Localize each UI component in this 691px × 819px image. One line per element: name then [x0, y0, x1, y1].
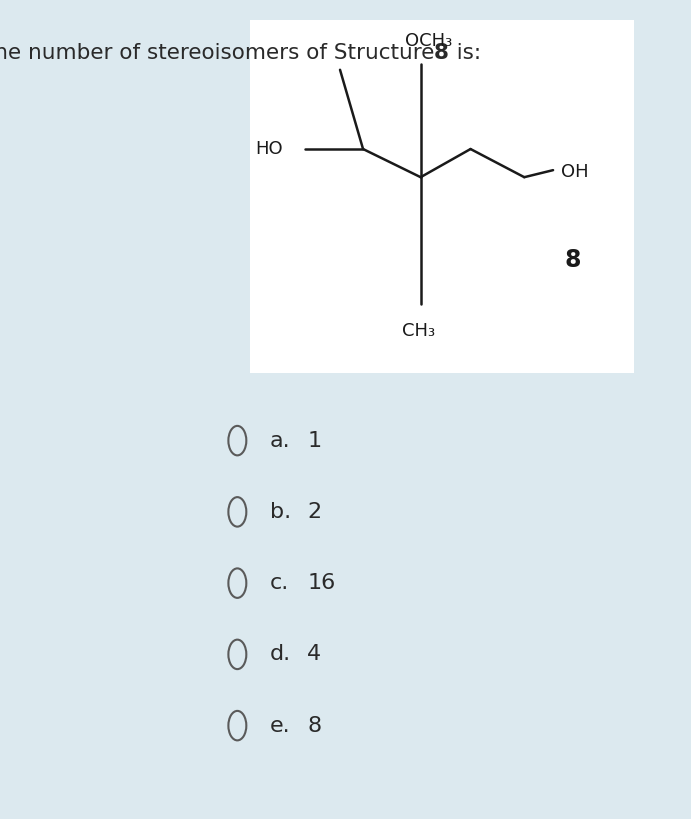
- Text: The number of stereoisomers of Structure: The number of stereoisomers of Structure: [0, 43, 442, 63]
- Text: 2: 2: [307, 502, 321, 522]
- Text: OH: OH: [560, 163, 588, 181]
- Text: CH₃: CH₃: [402, 322, 435, 340]
- Bar: [250, 20, 634, 373]
- Text: c.: c.: [269, 573, 289, 593]
- Text: e.: e.: [269, 716, 290, 735]
- Text: 8: 8: [564, 248, 580, 272]
- Text: 8: 8: [434, 43, 449, 63]
- Text: 8: 8: [307, 716, 321, 735]
- Text: 16: 16: [307, 573, 335, 593]
- Text: OCH₃: OCH₃: [405, 33, 452, 51]
- Text: a.: a.: [269, 431, 290, 450]
- Text: HO: HO: [255, 140, 283, 158]
- Text: 4: 4: [307, 645, 321, 664]
- Text: b.: b.: [269, 502, 291, 522]
- Text: 1: 1: [307, 431, 321, 450]
- Text: d.: d.: [269, 645, 291, 664]
- Text: is:: is:: [443, 43, 482, 63]
